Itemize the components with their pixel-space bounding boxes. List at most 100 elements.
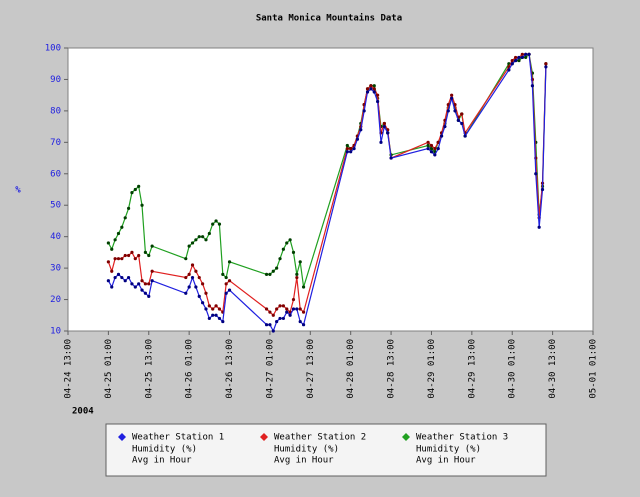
- point: [372, 87, 376, 91]
- legend-sublabel: Humidity (%): [416, 445, 481, 455]
- point: [355, 137, 360, 141]
- point: [534, 172, 538, 176]
- point: [194, 238, 198, 242]
- point: [372, 84, 376, 88]
- point: [376, 93, 380, 97]
- point: [285, 310, 289, 314]
- point: [426, 140, 430, 144]
- point: [524, 52, 528, 56]
- point: [204, 307, 208, 311]
- point: [365, 87, 370, 91]
- point: [221, 319, 225, 324]
- point: [369, 87, 373, 91]
- point: [524, 55, 528, 60]
- point: [184, 257, 188, 261]
- y-tick-label: 20: [50, 295, 61, 305]
- point: [113, 257, 117, 261]
- x-tick-label: 04-25 13:00: [144, 339, 154, 399]
- legend-label: Weather Station 2: [274, 433, 366, 443]
- point: [217, 307, 222, 311]
- x-tick-label: 04-30 13:00: [548, 339, 558, 399]
- point: [365, 90, 370, 94]
- point: [106, 241, 110, 245]
- point: [450, 93, 454, 97]
- point: [207, 231, 211, 236]
- point: [510, 62, 514, 66]
- point: [187, 272, 191, 276]
- point: [298, 307, 302, 311]
- point: [453, 103, 457, 107]
- point: [540, 187, 545, 192]
- point: [214, 304, 218, 308]
- point: [147, 253, 151, 258]
- y-tick-label: 90: [50, 75, 61, 85]
- point: [211, 313, 215, 317]
- point: [201, 282, 205, 286]
- point: [456, 118, 460, 122]
- y-tick-label: 10: [50, 327, 61, 337]
- point: [446, 109, 450, 113]
- x-tick-label: 04-28 01:00: [346, 339, 356, 399]
- legend: [105, 423, 547, 477]
- point: [140, 279, 144, 283]
- point: [268, 310, 272, 314]
- y-tick-label: 80: [50, 106, 61, 116]
- point: [197, 275, 201, 280]
- point: [382, 121, 386, 126]
- point: [298, 319, 302, 324]
- point: [143, 250, 148, 254]
- point: [271, 329, 275, 333]
- point: [382, 125, 386, 129]
- point: [285, 307, 289, 311]
- point: [295, 307, 299, 311]
- point: [362, 109, 366, 113]
- x-tick-label: 04-28 13:00: [387, 339, 397, 399]
- point: [439, 134, 444, 138]
- point: [123, 253, 127, 258]
- x-tick-label: 04-26 13:00: [225, 339, 235, 399]
- point: [281, 247, 285, 251]
- point: [133, 285, 137, 289]
- point: [433, 147, 437, 151]
- x-tick-label: 04-27 01:00: [265, 339, 275, 399]
- point: [214, 313, 218, 317]
- point: [197, 235, 201, 239]
- point: [507, 68, 511, 72]
- point: [450, 96, 454, 100]
- series-line: [107, 53, 547, 317]
- point: [301, 285, 306, 289]
- point: [126, 275, 131, 280]
- point: [359, 128, 363, 132]
- point: [147, 282, 151, 286]
- point: [291, 297, 296, 302]
- x-tick-label: 04-29 01:00: [427, 339, 437, 399]
- point: [207, 304, 211, 308]
- legend-sublabel: Avg in Hour: [132, 456, 192, 466]
- point: [544, 65, 548, 69]
- point: [291, 307, 296, 311]
- point: [126, 253, 131, 258]
- point: [345, 147, 349, 151]
- point: [275, 319, 279, 324]
- point: [120, 225, 124, 229]
- point: [530, 84, 535, 88]
- point: [345, 150, 349, 154]
- point: [106, 260, 110, 264]
- point: [295, 275, 299, 280]
- point: [224, 282, 228, 286]
- point: [187, 285, 191, 289]
- x-tick-label: 04-24 13:00: [64, 339, 74, 399]
- point: [137, 253, 141, 258]
- legend-swatch: [402, 433, 410, 441]
- point: [120, 275, 124, 280]
- point: [460, 121, 464, 126]
- point: [116, 272, 121, 276]
- point: [214, 219, 218, 223]
- point: [133, 187, 137, 192]
- point: [113, 238, 117, 242]
- point: [264, 307, 269, 311]
- x-year-label: 2004: [72, 407, 94, 417]
- point: [271, 269, 275, 273]
- point: [110, 247, 114, 251]
- point: [288, 238, 292, 242]
